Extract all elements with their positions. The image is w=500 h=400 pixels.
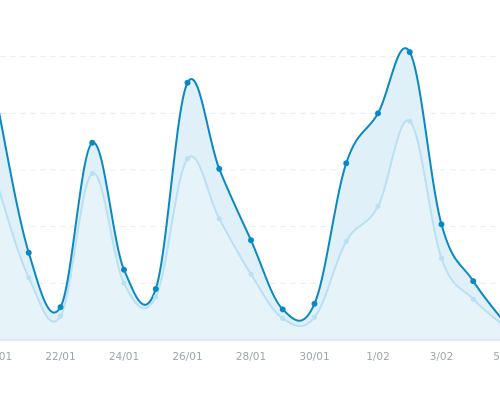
- x-tick-label-7: 3/02: [430, 351, 454, 363]
- series-1-point-4[interactable]: [121, 280, 127, 286]
- series-0-point-3[interactable]: [89, 139, 96, 146]
- series-1-point-12[interactable]: [375, 203, 381, 209]
- series-0-point-10[interactable]: [311, 300, 318, 307]
- series-0-point-8[interactable]: [248, 237, 254, 244]
- x-tick-label-1: 22/01: [45, 351, 75, 363]
- series-1-point-2[interactable]: [57, 313, 64, 319]
- series-0-point-12[interactable]: [375, 110, 381, 117]
- series-1-point-5[interactable]: [153, 294, 159, 300]
- series-1-area: [0, 120, 500, 340]
- series-0-point-14[interactable]: [438, 221, 445, 228]
- series-0-point-13[interactable]: [406, 49, 413, 56]
- x-tick-label-8: 5/02: [493, 351, 500, 363]
- series-1-line: [0, 119, 500, 328]
- series-0-point-11[interactable]: [343, 160, 350, 167]
- series-1-point-6[interactable]: [184, 156, 191, 162]
- series-1-point-15[interactable]: [470, 296, 476, 302]
- series-1-point-14[interactable]: [438, 255, 445, 261]
- series-1-point-3[interactable]: [89, 170, 95, 176]
- x-tick-label-4: 28/01: [236, 351, 266, 363]
- series-0-point-9[interactable]: [279, 306, 286, 313]
- series-lines: [0, 47, 500, 328]
- series-0-point-6[interactable]: [184, 79, 191, 86]
- series-1-point-9[interactable]: [280, 315, 286, 322]
- series-1-point-1[interactable]: [26, 275, 32, 281]
- series-0-point-4[interactable]: [121, 266, 127, 273]
- series-0-point-7[interactable]: [216, 165, 223, 172]
- series-1-point-13[interactable]: [407, 118, 413, 124]
- x-tick-label-0: 20/01: [0, 351, 12, 363]
- x-tick-label-5: 30/01: [299, 351, 329, 363]
- series-1-point-11[interactable]: [343, 238, 349, 244]
- series-0-point-2[interactable]: [57, 304, 64, 311]
- series-0-point-15[interactable]: [470, 278, 477, 285]
- x-axis-ticks: 20/01 22/01 24/01 26/01 28/01 30/01 1/02 3/02 5/…: [0, 351, 500, 363]
- series-0-point-1[interactable]: [25, 249, 32, 256]
- series-1-point-7[interactable]: [216, 216, 222, 222]
- series-0-line: [0, 47, 500, 322]
- series-1-point-8[interactable]: [248, 271, 254, 277]
- x-tick-label-2: 24/01: [109, 351, 139, 363]
- series-points: [25, 49, 477, 322]
- series-areas: [0, 48, 500, 340]
- series-0-point-5[interactable]: [152, 286, 159, 292]
- x-tick-label-6: 1/02: [366, 351, 390, 363]
- series-1-point-10[interactable]: [311, 314, 318, 320]
- x-tick-label-3: 26/01: [172, 351, 202, 363]
